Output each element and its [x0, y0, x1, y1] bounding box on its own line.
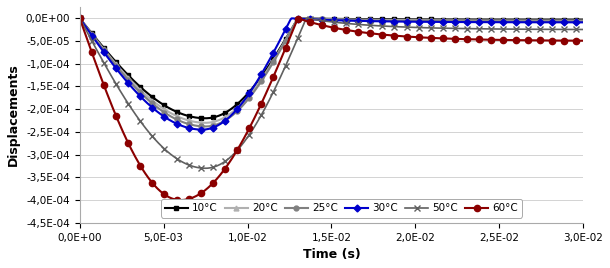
- 60°C: [319, 24, 326, 27]
- 20°C: [316, 17, 323, 21]
- X-axis label: Time (s): Time (s): [303, 248, 361, 261]
- 60°C: [316, 23, 323, 26]
- 10°C: [580, 18, 587, 21]
- 25°C: [377, 19, 384, 22]
- 10°C: [76, 17, 84, 20]
- 25°C: [319, 18, 326, 21]
- 30°C: [569, 21, 576, 24]
- Line: 50°C: 50°C: [76, 15, 587, 172]
- Line: 60°C: 60°C: [77, 15, 586, 203]
- 60°C: [569, 39, 576, 42]
- Line: 25°C: 25°C: [77, 16, 586, 129]
- 50°C: [76, 17, 84, 20]
- 20°C: [490, 19, 497, 22]
- Line: 30°C: 30°C: [77, 16, 586, 132]
- 10°C: [316, 17, 323, 20]
- 50°C: [580, 28, 587, 31]
- 30°C: [350, 19, 357, 22]
- 25°C: [580, 20, 587, 23]
- 50°C: [202, 167, 209, 170]
- 25°C: [350, 18, 357, 22]
- 10°C: [377, 18, 384, 21]
- 50°C: [316, 19, 323, 22]
- 60°C: [377, 33, 384, 36]
- 10°C: [350, 17, 357, 21]
- 30°C: [198, 128, 206, 131]
- 60°C: [490, 38, 497, 41]
- 20°C: [319, 17, 326, 21]
- 50°C: [350, 23, 357, 26]
- 20°C: [569, 19, 576, 22]
- 50°C: [377, 24, 384, 28]
- Y-axis label: Displacements: Displacements: [7, 64, 20, 166]
- 50°C: [490, 27, 497, 31]
- 20°C: [202, 121, 209, 124]
- 20°C: [76, 17, 84, 20]
- 10°C: [569, 18, 576, 21]
- 30°C: [490, 21, 497, 24]
- 25°C: [202, 125, 209, 128]
- 10°C: [202, 117, 209, 120]
- 20°C: [580, 19, 587, 22]
- 60°C: [350, 29, 357, 33]
- 20°C: [377, 18, 384, 21]
- 30°C: [319, 18, 326, 21]
- Line: 20°C: 20°C: [77, 16, 586, 125]
- Line: 10°C: 10°C: [77, 16, 586, 121]
- Legend: 10°C, 20°C, 25°C, 30°C, 50°C, 60°C: 10°C, 20°C, 25°C, 30°C, 50°C, 60°C: [160, 199, 522, 218]
- 50°C: [319, 19, 326, 23]
- 30°C: [377, 20, 384, 23]
- 10°C: [490, 18, 497, 21]
- 25°C: [76, 17, 84, 20]
- 50°C: [569, 28, 576, 31]
- 60°C: [177, 198, 184, 202]
- 20°C: [350, 18, 357, 21]
- 25°C: [490, 20, 497, 23]
- 25°C: [569, 20, 576, 23]
- 10°C: [319, 17, 326, 20]
- 60°C: [580, 39, 587, 42]
- 30°C: [76, 17, 84, 20]
- 30°C: [580, 21, 587, 24]
- 60°C: [76, 17, 84, 20]
- 30°C: [316, 18, 323, 21]
- 25°C: [316, 18, 323, 21]
